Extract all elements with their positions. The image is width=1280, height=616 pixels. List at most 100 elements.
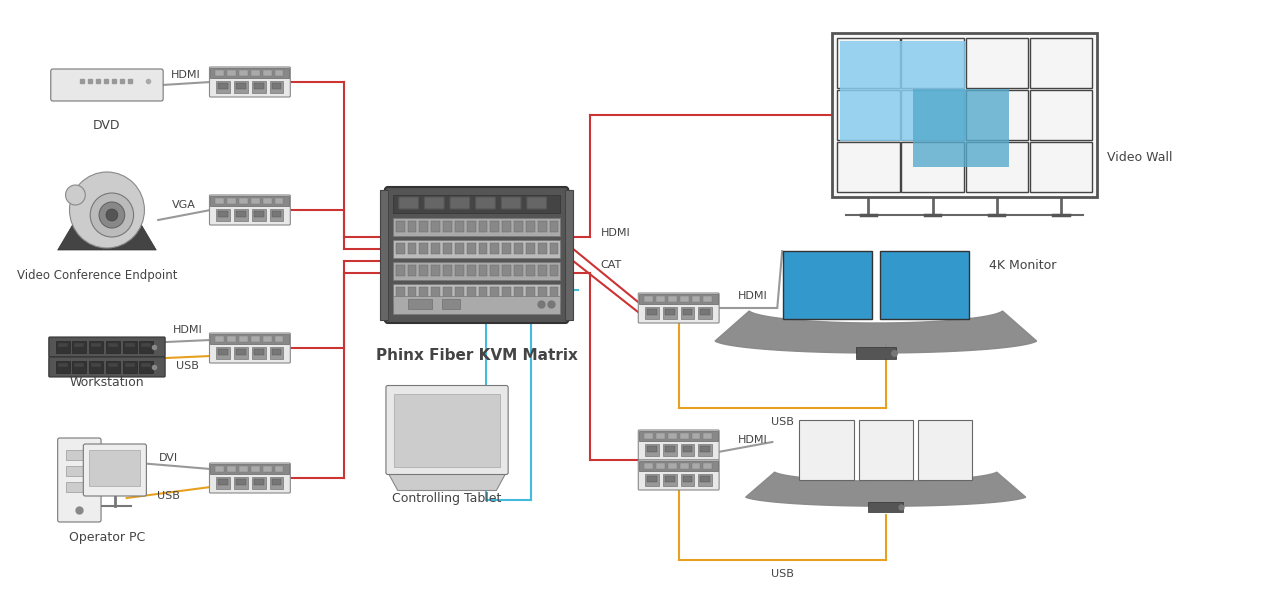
Bar	[216, 209, 230, 221]
Text: DVD: DVD	[93, 118, 120, 131]
Text: Controlling Tablet: Controlling Tablet	[393, 492, 502, 505]
Bar	[274, 466, 283, 472]
Bar	[216, 347, 230, 359]
Bar	[142, 343, 151, 347]
Bar	[252, 209, 266, 221]
Bar	[868, 502, 904, 512]
Bar	[396, 287, 404, 298]
Bar	[210, 464, 289, 474]
Bar	[538, 221, 547, 232]
Polygon shape	[859, 420, 913, 480]
Bar	[700, 446, 710, 452]
Bar	[965, 90, 1028, 140]
Bar	[901, 38, 964, 88]
Text: VGA: VGA	[172, 200, 196, 210]
Bar	[645, 444, 659, 456]
Bar	[393, 296, 561, 314]
Circle shape	[99, 202, 124, 228]
Bar	[664, 309, 675, 315]
Polygon shape	[388, 472, 506, 490]
Bar	[901, 90, 964, 140]
Bar	[639, 294, 718, 304]
Bar	[219, 479, 228, 485]
Bar	[239, 198, 248, 204]
Bar	[538, 287, 547, 298]
Bar	[490, 243, 499, 254]
Bar	[1029, 38, 1092, 88]
Bar	[682, 476, 692, 482]
Bar	[253, 211, 264, 217]
Bar	[252, 81, 266, 93]
Bar	[123, 361, 137, 373]
FancyBboxPatch shape	[210, 67, 291, 97]
Bar	[234, 477, 248, 489]
Bar	[443, 265, 452, 276]
Bar	[538, 265, 547, 276]
Bar	[648, 476, 657, 482]
Bar	[73, 341, 86, 353]
Bar	[234, 209, 248, 221]
Bar	[454, 243, 463, 254]
Bar	[251, 466, 260, 472]
FancyBboxPatch shape	[83, 444, 146, 496]
Bar	[454, 221, 463, 232]
Bar	[703, 296, 712, 302]
Bar	[837, 38, 900, 88]
Bar	[253, 479, 264, 485]
Bar	[431, 243, 440, 254]
FancyBboxPatch shape	[385, 187, 568, 323]
Bar	[274, 70, 283, 76]
Bar	[680, 433, 689, 439]
Bar	[680, 463, 689, 469]
Bar	[663, 444, 677, 456]
Bar	[648, 309, 657, 315]
Bar	[668, 433, 677, 439]
Bar	[479, 287, 488, 298]
Bar	[216, 477, 230, 489]
Bar	[454, 287, 463, 298]
Text: Phinx Fiber KVM Matrix: Phinx Fiber KVM Matrix	[376, 347, 577, 362]
Bar	[393, 284, 561, 302]
Bar	[407, 221, 416, 232]
FancyBboxPatch shape	[58, 438, 101, 522]
Bar	[393, 195, 561, 213]
Bar	[479, 221, 488, 232]
FancyBboxPatch shape	[51, 69, 163, 101]
FancyBboxPatch shape	[399, 197, 419, 209]
Bar	[106, 341, 120, 353]
Bar	[549, 287, 558, 298]
Bar	[490, 287, 499, 298]
Bar	[91, 363, 101, 367]
Bar	[270, 477, 283, 489]
Bar	[90, 361, 102, 373]
Bar	[219, 83, 228, 89]
FancyBboxPatch shape	[502, 197, 521, 209]
Bar	[228, 336, 236, 342]
Polygon shape	[403, 453, 447, 472]
Bar	[691, 463, 700, 469]
Bar	[253, 349, 264, 355]
Bar	[691, 296, 700, 302]
Circle shape	[106, 209, 118, 221]
Bar	[965, 142, 1028, 192]
Bar	[236, 211, 246, 217]
Bar	[682, 446, 692, 452]
Circle shape	[69, 172, 145, 248]
Bar	[236, 349, 246, 355]
Bar	[442, 299, 460, 309]
Bar	[270, 81, 283, 93]
Bar	[515, 287, 524, 298]
Bar	[215, 336, 224, 342]
Bar	[479, 243, 488, 254]
Text: HDMI: HDMI	[173, 325, 202, 335]
Text: USB: USB	[156, 491, 179, 501]
Bar	[270, 347, 283, 359]
Bar	[210, 68, 289, 78]
Bar	[262, 70, 271, 76]
Bar	[215, 70, 224, 76]
Bar	[396, 243, 404, 254]
Bar	[252, 477, 266, 489]
Bar	[657, 296, 664, 302]
Bar	[216, 81, 230, 93]
Bar	[431, 265, 440, 276]
